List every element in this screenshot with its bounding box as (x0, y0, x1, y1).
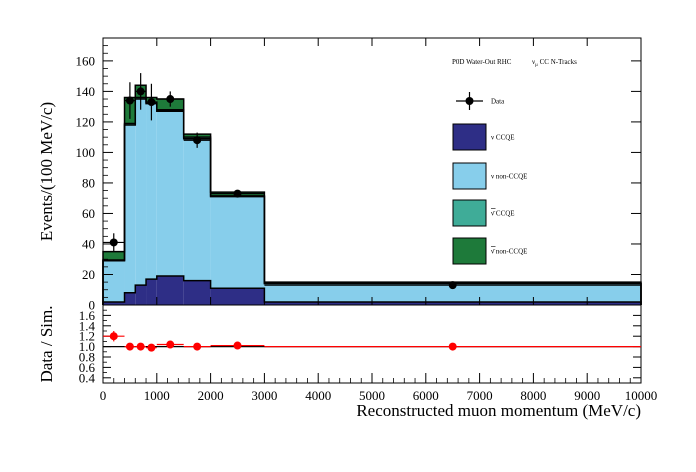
bar-series-0-bin-3 (146, 279, 157, 305)
outline-series-0 (102, 275, 642, 305)
data-point-0 (109, 238, 118, 247)
main-ytick-label-7: 140 (76, 84, 96, 99)
legend-label-3: ν̄ CCQE (491, 210, 515, 218)
ratio-point-5 (193, 342, 202, 351)
ratio-xtick-label-2: 2000 (198, 388, 224, 403)
annotation-sample: P0D Water-Out RHC (452, 58, 512, 66)
ratio-xtick-label-8: 8000 (520, 388, 546, 403)
bar-series-1-bin-2 (135, 99, 147, 286)
ratio-xtick-label-6: 6000 (413, 388, 439, 403)
outline-series-3 (102, 84, 642, 305)
ratio-point-4 (166, 340, 175, 349)
ratio-ytick-label-2: 0.8 (79, 350, 95, 365)
annotation-mu: μ (535, 63, 538, 68)
legend-label-1: ν CCQE (491, 134, 515, 142)
main-ytick-label-5: 100 (76, 145, 96, 160)
ratio-ytick-label-3: 1.0 (79, 339, 95, 354)
main-ytick-label-8: 160 (76, 53, 96, 68)
bar-series-0-bin-5 (183, 280, 211, 305)
bar-series-1-bin-1 (124, 124, 136, 293)
ratio-point-6 (233, 341, 242, 350)
xlabel: Reconstructed muon momentum (MeV/c) (356, 401, 641, 420)
ratio-xtick-label-3: 3000 (251, 388, 277, 403)
data-point-1 (125, 96, 134, 105)
main-ytick-label-6: 120 (76, 114, 96, 129)
legend-swatch-3 (452, 199, 487, 227)
data-point-7 (448, 281, 457, 290)
bar-series-1-bin-5 (183, 138, 211, 281)
ratio-point-1 (125, 342, 134, 351)
ratio-xtick-label-1: 1000 (144, 388, 170, 403)
annotation-selection: νμ CC N-Tracks (532, 58, 577, 68)
ratio-point-3 (147, 343, 156, 352)
bar-series-1-bin-6 (210, 196, 265, 289)
annotation-tail: CC N-Tracks (538, 58, 577, 66)
data-point-5 (193, 136, 202, 145)
main-ylabel: Events/(100 MeV/c) (37, 102, 56, 241)
legend-swatch-4 (452, 237, 487, 265)
bar-series-0-bin-6 (210, 288, 265, 305)
bar-series-1-bin-7 (264, 283, 641, 302)
legend-swatch-2 (452, 162, 487, 190)
ratio-xtick-label-5: 5000 (359, 388, 385, 403)
legend-data-marker (465, 97, 474, 105)
annotation-nu: ν (532, 58, 535, 66)
bar-series-3-bin-0 (103, 251, 125, 260)
bar-series-0-bin-1 (124, 292, 136, 305)
ratio-xtick-label-7: 7000 (467, 388, 493, 403)
main-ytick-label-1: 20 (82, 267, 95, 282)
bar-series-1-bin-0 (103, 260, 125, 302)
bar-series-1-bin-3 (146, 103, 157, 280)
ratio-xtick-label-4: 4000 (305, 388, 331, 403)
data-point-4 (166, 95, 175, 104)
bar-series-0-bin-4 (156, 276, 184, 305)
data-point-6 (233, 189, 242, 198)
main-ytick-label-2: 40 (82, 236, 95, 251)
ratio-point-0 (109, 332, 118, 341)
bar-series-2-bin-4 (156, 109, 184, 112)
main-ytick-label-0: 0 (89, 298, 96, 313)
ratio-ytick-label-4: 1.2 (79, 329, 95, 344)
legend-label-4: ν̄ non-CCQE (491, 248, 527, 256)
ratio-point-2 (136, 342, 145, 351)
ratio-ytick-label-5: 1.4 (79, 318, 96, 333)
bar-series-0-bin-0 (103, 301, 125, 305)
ratio-ytick-label-0: 0.4 (79, 370, 96, 385)
bar-series-0-bin-2 (135, 285, 147, 305)
data-point-2 (136, 87, 145, 96)
legend-label-2: ν non-CCQE (491, 173, 527, 181)
ratio-ytick-label-6: 1.6 (79, 308, 96, 323)
bar-series-1-bin-4 (156, 111, 184, 277)
ratio-xtick-label-0: 0 (100, 388, 107, 403)
data-point-3 (147, 98, 156, 107)
ratio-xtick-label-10: 10000 (625, 388, 658, 403)
bar-series-0-bin-7 (264, 301, 641, 305)
ratio-point-7 (448, 342, 457, 351)
main-ytick-label-4: 80 (82, 175, 95, 190)
legend-swatch-1 (452, 123, 487, 151)
ratio-ytick-label-1: 0.6 (79, 360, 96, 375)
legend-label-0: Data (491, 98, 505, 106)
ratio-xtick-label-9: 9000 (574, 388, 600, 403)
bar-series-2-bin-1 (124, 123, 136, 125)
main-ytick-label-3: 60 (82, 206, 95, 221)
ratio-ylabel: Data / Sim. (37, 306, 56, 383)
